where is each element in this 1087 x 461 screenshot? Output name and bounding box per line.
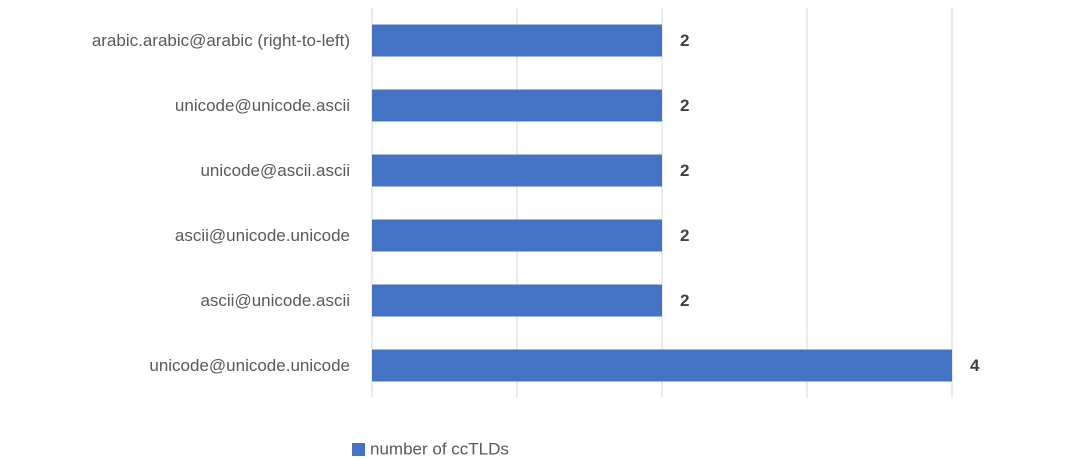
- data-label: 2: [680, 31, 689, 50]
- data-label: 4: [970, 356, 980, 375]
- y-tick-label: unicode@ascii.ascii: [200, 161, 350, 180]
- y-tick-label: ascii@unicode.ascii: [200, 291, 350, 310]
- bar: [372, 219, 662, 252]
- data-label: 2: [680, 291, 689, 310]
- bar: [372, 89, 662, 122]
- bar: [372, 154, 662, 187]
- data-label: 2: [680, 96, 689, 115]
- y-tick-label: ascii@unicode.unicode: [175, 226, 350, 245]
- y-tick-label: arabic.arabic@arabic (right-to-left): [92, 31, 350, 50]
- bar: [372, 284, 662, 317]
- data-label: 2: [680, 226, 689, 245]
- bar: [372, 24, 662, 57]
- y-tick-label: unicode@unicode.ascii: [175, 96, 350, 115]
- data-label: 2: [680, 161, 689, 180]
- legend-label: number of ccTLDs: [370, 439, 509, 458]
- legend-swatch: [352, 443, 365, 456]
- y-tick-label: unicode@unicode.unicode: [149, 356, 350, 375]
- bar: [372, 349, 952, 382]
